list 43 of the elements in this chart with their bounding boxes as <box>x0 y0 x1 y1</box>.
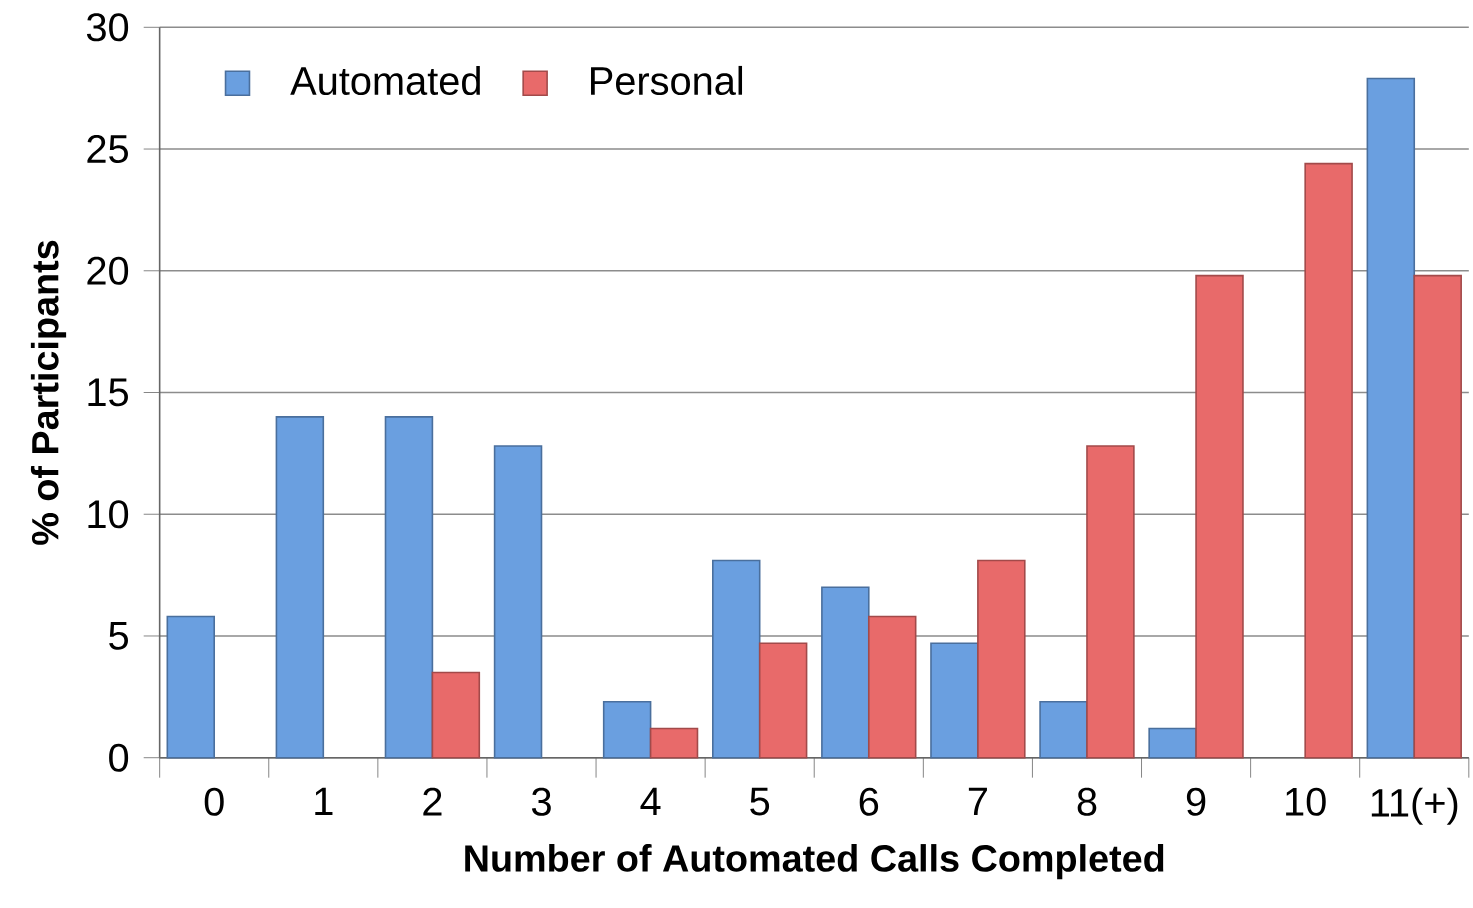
x-tick-label: 6 <box>859 787 879 816</box>
x-tick-label: 4 <box>640 787 661 815</box>
bar <box>384 415 434 759</box>
bar <box>712 559 761 759</box>
y-tick-label: 15 <box>88 378 128 407</box>
bar <box>1304 162 1353 759</box>
y-axis-title: % of Participants <box>30 240 67 545</box>
y-tick-label: 10 <box>88 499 129 529</box>
bar <box>977 559 1026 759</box>
y-tick-label: 0 <box>109 743 129 772</box>
y-tick-label: 25 <box>87 134 128 163</box>
x-axis-title: Number of Automated Calls Completed <box>465 843 1164 880</box>
legend-label: Personal <box>591 65 743 95</box>
x-tick-label: 11(+) <box>1371 787 1458 825</box>
bar <box>758 642 808 759</box>
bar <box>1413 274 1462 759</box>
x-tick-label: 0 <box>204 787 224 816</box>
bar <box>1148 727 1197 759</box>
bar <box>867 615 917 759</box>
bar <box>1366 77 1416 759</box>
bar <box>649 727 699 759</box>
x-tick-label: 7 <box>968 787 987 815</box>
bar <box>493 445 543 759</box>
bar <box>930 642 979 759</box>
bar <box>166 615 216 759</box>
y-tick-label: 20 <box>87 256 129 285</box>
bar <box>1195 274 1244 759</box>
legend-label: Automated <box>290 65 480 95</box>
bar <box>602 700 652 759</box>
x-tick-label: 9 <box>1186 787 1206 816</box>
bar <box>275 415 325 759</box>
x-tick-label: 10 <box>1286 787 1326 816</box>
bar <box>821 586 870 759</box>
x-tick-label: 2 <box>423 787 442 816</box>
bar <box>1039 700 1088 759</box>
x-tick-label: 5 <box>750 787 770 816</box>
y-tick-label: 5 <box>109 621 128 650</box>
x-tick-label: 3 <box>531 787 551 816</box>
y-tick-label: 30 <box>86 13 129 42</box>
x-tick-label: 8 <box>1077 787 1097 816</box>
bar <box>1086 445 1135 759</box>
x-tick-label: 1 <box>315 787 333 815</box>
bar <box>431 671 481 759</box>
